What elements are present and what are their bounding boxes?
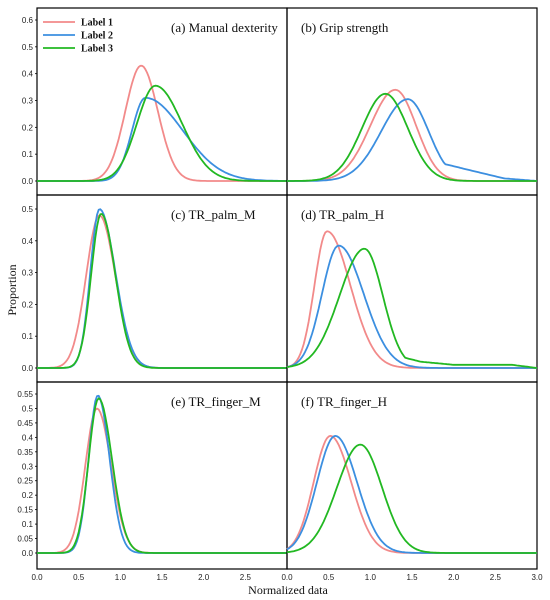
x-tick-label: 1.0: [365, 573, 377, 582]
panel-title: (e) TR_finger_M: [171, 394, 261, 409]
y-tick-label: 0.6: [22, 16, 34, 25]
x-tick-label: 2.0: [448, 573, 460, 582]
x-tick-label: 2.5: [240, 573, 252, 582]
y-tick-label: 0.45: [17, 419, 33, 428]
y-axis-label: Proportion: [5, 264, 19, 315]
panel-title: (f) TR_finger_H: [301, 394, 387, 409]
panel-title: (a) Manual dexterity: [171, 20, 278, 35]
x-tick-label: 1.5: [406, 573, 418, 582]
legend-entry: Label 2: [81, 31, 113, 42]
y-tick-label: 0.05: [17, 535, 33, 544]
y-tick-label: 0.1: [22, 332, 34, 341]
x-axis-label: Normalized data: [248, 583, 328, 597]
panel-frame: [286, 381, 538, 570]
y-tick-label: 0.4: [22, 70, 34, 79]
y-tick-label: 0.1: [22, 520, 34, 529]
y-tick-label: 0.3: [22, 269, 34, 278]
panel-b: (b) Grip strength: [286, 7, 538, 196]
y-tick-label: 0.5: [22, 205, 34, 214]
x-tick-label: 1.0: [115, 573, 127, 582]
y-tick-label: 0.1: [22, 150, 34, 159]
x-tick-label: 1.5: [156, 573, 168, 582]
series-line-label-2: [286, 244, 537, 369]
legend-entry: Label 3: [81, 44, 113, 55]
x-tick-label: 3.0: [531, 573, 543, 582]
x-tick-label: 2.0: [198, 573, 210, 582]
panel-f: 0.0 0.5 1.0 1.5 2.0 2.5 3.0 (f) TR_finger_H: [281, 381, 543, 582]
series-line-label-3: [286, 247, 538, 369]
legend: Label 1 Label 2 Label 3: [43, 18, 113, 55]
y-tick-label: 0.2: [22, 123, 34, 132]
x-tick-label: 0.0: [31, 573, 43, 582]
panel-title: (b) Grip strength: [301, 20, 389, 35]
y-tick-label: 0.5: [22, 404, 34, 413]
y-tick-label: 0.4: [22, 237, 34, 246]
y-tick-label: 0.2: [22, 300, 34, 309]
series-line-label-3: [37, 84, 287, 182]
y-tick-label: 0.55: [17, 390, 33, 399]
y-tick-label: 0.35: [17, 448, 33, 457]
x-tick-label: 0.0: [281, 573, 293, 582]
y-tick-label: 0.0: [22, 364, 34, 373]
y-tick-label: 0.3: [22, 97, 34, 106]
x-tick-label: 2.5: [490, 573, 502, 582]
series-line-label-2: [287, 98, 538, 182]
y-tick-label: 0.15: [17, 506, 33, 515]
series-line-label-3: [287, 92, 537, 182]
y-tick-label: 0.4: [22, 433, 34, 442]
y-tick-label: 0.0: [22, 549, 34, 558]
x-tick-label: 0.5: [73, 573, 85, 582]
y-tick-label: 0.5: [22, 43, 34, 52]
panel-a: 0.0 0.1 0.2 0.3 0.4 0.5 0.6 (a) Manual dexterit…: [22, 7, 288, 196]
legend-entry: Label 1: [81, 18, 113, 29]
series-line-label-3: [37, 397, 287, 554]
series-line-label-3: [286, 443, 537, 554]
y-tick-label: 0.25: [17, 477, 33, 486]
panel-title: (d) TR_palm_H: [301, 207, 384, 222]
y-tick-label: 0.0: [22, 177, 34, 186]
y-tick-label: 0.2: [22, 491, 34, 500]
panel-e: 0.0 0.05 0.1 0.15 0.2 0.25 0.3 0.35 0.4 0.45 0.5 0.…: [17, 381, 288, 582]
panel-title: (c) TR_palm_M: [171, 207, 256, 222]
y-tick-label: 0.3: [22, 462, 34, 471]
panel-d: (d) TR_palm_H: [286, 194, 538, 383]
x-tick-label: 0.5: [323, 573, 335, 582]
series-line-label-3: [37, 213, 287, 369]
